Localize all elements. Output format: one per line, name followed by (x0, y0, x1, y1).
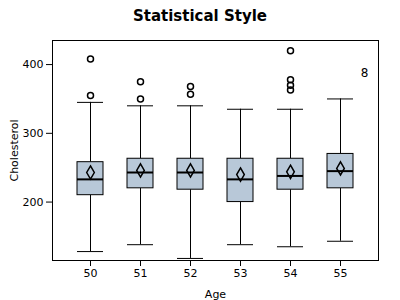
svg-text:53: 53 (234, 267, 248, 280)
svg-text:300: 300 (23, 127, 44, 140)
svg-text:400: 400 (23, 58, 44, 71)
svg-text:55: 55 (334, 267, 348, 280)
svg-text:Cholesterol: Cholesterol (8, 119, 21, 181)
html-text:Statistical Style: Statistical Style (133, 7, 267, 25)
svg-text:52: 52 (184, 267, 198, 280)
svg-text:50: 50 (84, 267, 98, 280)
svg-text:Age: Age (205, 288, 227, 300)
svg-text:51: 51 (134, 267, 148, 280)
svg-text:8: 8 (361, 66, 369, 80)
svg-text:200: 200 (23, 196, 44, 209)
svg-text:54: 54 (284, 267, 298, 280)
